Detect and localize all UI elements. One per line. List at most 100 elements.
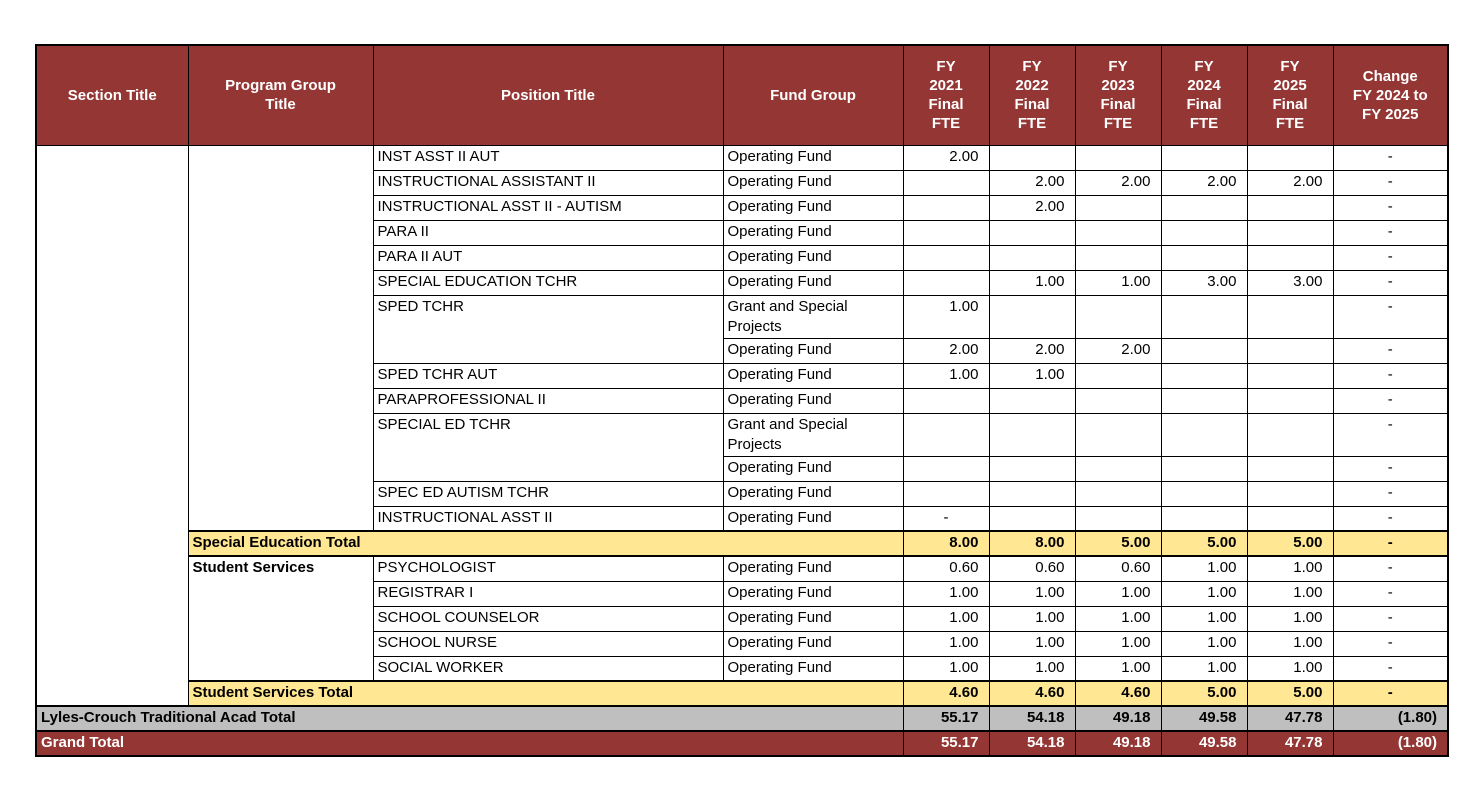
position-fund-row: PARAPROFESSIONAL II Operating Fund - bbox=[36, 387, 1449, 414]
fy2022-fte-cell: 2.00 bbox=[988, 169, 1076, 196]
fy2024-group-total-cell: 5.00 bbox=[1160, 530, 1248, 557]
fy2023-fte-cell: 1.00 bbox=[1074, 605, 1162, 632]
change-grand-total-cell: (1.80) bbox=[1332, 730, 1449, 757]
school-total-row: Lyles-Crouch Traditional Acad Total 55.17… bbox=[35, 705, 1449, 732]
fy2023-fte-cell: 1.00 bbox=[1074, 269, 1162, 296]
fund-group-cell: Operating Fund bbox=[722, 219, 904, 246]
position-title-cell: INSTRUCTIONAL ASST II bbox=[372, 505, 724, 532]
fy2022-fte-cell: 1.00 bbox=[988, 362, 1076, 389]
column-header-3: Fund Group bbox=[722, 44, 904, 146]
position-title-cell: PARA II bbox=[372, 219, 724, 246]
fy2021-fte-cell bbox=[902, 269, 990, 296]
position-title-cell: SPECIAL ED TCHR bbox=[372, 412, 724, 482]
fund-group-cell: Grant and Special Projects bbox=[722, 412, 904, 457]
position-title-cell: PARA II AUT bbox=[372, 244, 724, 271]
fy2022-fte-cell bbox=[988, 455, 1076, 482]
program-group-total-row: Student Services Total 4.60 4.60 4.60 5.00 5.… bbox=[36, 680, 1449, 707]
position-title-cell: SCHOOL NURSE bbox=[372, 630, 724, 657]
fy2025-fte-cell bbox=[1246, 387, 1334, 414]
group-total-label: Student Services Total bbox=[187, 680, 904, 707]
position-fund-row: INSTRUCTIONAL ASSISTANT II Operating Fund… bbox=[36, 169, 1449, 196]
fy2025-fte-cell bbox=[1246, 194, 1334, 221]
change-cell: - bbox=[1332, 362, 1449, 389]
position-fund-row: INST ASST II AUT Operating Fund 2.00- bbox=[35, 144, 1449, 707]
fund-group-cell: Grant and Special Projects bbox=[722, 294, 904, 339]
fy2022-fte-cell: 1.00 bbox=[988, 655, 1076, 682]
fund-group-cell: Operating Fund bbox=[722, 194, 904, 221]
position-title-cell: SPED TCHR bbox=[372, 294, 724, 364]
fy2023-fte-cell: 1.00 bbox=[1074, 655, 1162, 682]
position-fund-row: INSTRUCTIONAL ASST II Operating Fund - - bbox=[36, 505, 1449, 532]
position-title-cell: PSYCHOLOGIST bbox=[372, 555, 724, 582]
fy2021-fte-cell bbox=[902, 480, 990, 507]
position-title-cell: REGISTRAR I bbox=[372, 580, 724, 607]
fy2021-fte-cell bbox=[902, 244, 990, 271]
position-fund-row: SOCIAL WORKER Operating Fund 1.00 1.00 1.00 1… bbox=[36, 655, 1449, 682]
change-cell: - bbox=[1332, 387, 1449, 414]
change-cell: - bbox=[1332, 605, 1449, 632]
position-fund-row: SPECIAL EDUCATION TCHR Operating Fund 1.00… bbox=[36, 269, 1449, 296]
position-fund-row: SPED TCHR Grant and Special Projects 1.00 - bbox=[36, 294, 1449, 364]
fy2022-fte-cell bbox=[988, 505, 1076, 532]
fy2021-fte-cell: 1.00 bbox=[902, 294, 990, 339]
fy2024-fte-cell bbox=[1160, 362, 1248, 389]
position-fund-row: SPED TCHR AUT Operating Fund 1.00 1.00- bbox=[36, 362, 1449, 389]
fy2024-fte-cell: 1.00 bbox=[1160, 655, 1248, 682]
fy2022-fte-cell: 1.00 bbox=[988, 580, 1076, 607]
fy2022-school-total-cell: 54.18 bbox=[988, 705, 1076, 732]
fy2024-fte-cell bbox=[1160, 294, 1248, 339]
fy2024-fte-cell bbox=[1160, 194, 1248, 221]
fte-table: Section Title Program Group Title Position… bbox=[35, 44, 1449, 757]
fy2025-fte-cell: 1.00 bbox=[1246, 655, 1334, 682]
grand-total-label: Grand Total bbox=[35, 730, 904, 757]
change-school-total-cell: (1.80) bbox=[1332, 705, 1449, 732]
fy2022-fte-cell bbox=[988, 244, 1076, 271]
fy2025-fte-cell: 1.00 bbox=[1246, 580, 1334, 607]
school-total-label: Lyles-Crouch Traditional Acad Total bbox=[35, 705, 904, 732]
fy2021-school-total-cell: 55.17 bbox=[902, 705, 990, 732]
fy2025-fte-cell bbox=[1246, 219, 1334, 246]
fund-group-cell: Operating Fund bbox=[722, 455, 904, 482]
fy2022-fte-cell: 2.00 bbox=[988, 337, 1076, 364]
change-cell: - bbox=[1332, 169, 1449, 196]
program-group-title-cell bbox=[187, 144, 374, 532]
change-group-total-cell: - bbox=[1332, 680, 1449, 707]
fy2021-fte-cell bbox=[902, 219, 990, 246]
fy2024-fte-cell: 1.00 bbox=[1160, 630, 1248, 657]
change-cell: - bbox=[1332, 144, 1449, 171]
fy2022-fte-cell bbox=[988, 294, 1076, 339]
fy2023-fte-cell: 1.00 bbox=[1074, 580, 1162, 607]
fy2025-fte-cell bbox=[1246, 505, 1334, 532]
fy2024-fte-cell bbox=[1160, 144, 1248, 171]
fy2022-fte-cell bbox=[988, 480, 1076, 507]
fund-group-cell: Operating Fund bbox=[722, 655, 904, 682]
column-header-6: FY 2023 Final FTE bbox=[1074, 44, 1162, 146]
change-cell: - bbox=[1332, 337, 1449, 364]
position-title-cell: INST ASST II AUT bbox=[372, 144, 724, 171]
fy2021-fte-cell: 2.00 bbox=[902, 337, 990, 364]
position-title-cell: SPEC ED AUTISM TCHR bbox=[372, 480, 724, 507]
change-cell: - bbox=[1332, 412, 1449, 457]
fund-group-cell: Operating Fund bbox=[722, 362, 904, 389]
position-fund-row: Operating Fund 2.00 2.00 2.00- bbox=[36, 337, 1449, 364]
fy2023-school-total-cell: 49.18 bbox=[1074, 705, 1162, 732]
fund-group-cell: Operating Fund bbox=[722, 480, 904, 507]
fy2024-fte-cell: 1.00 bbox=[1160, 605, 1248, 632]
fy2023-fte-cell: 1.00 bbox=[1074, 630, 1162, 657]
fy2022-fte-cell: 2.00 bbox=[988, 194, 1076, 221]
change-cell: - bbox=[1332, 630, 1449, 657]
fy2022-group-total-cell: 8.00 bbox=[988, 530, 1076, 557]
fy2021-fte-cell: 1.00 bbox=[902, 630, 990, 657]
fy2024-fte-cell: 1.00 bbox=[1160, 555, 1248, 582]
fy2022-fte-cell: 1.00 bbox=[988, 605, 1076, 632]
column-header-2: Position Title bbox=[372, 44, 724, 146]
change-cell: - bbox=[1332, 505, 1449, 532]
position-title-cell: INSTRUCTIONAL ASSISTANT II bbox=[372, 169, 724, 196]
fy2025-fte-cell: 3.00 bbox=[1246, 269, 1334, 296]
fy2024-fte-cell: 3.00 bbox=[1160, 269, 1248, 296]
fy2021-grand-total-cell: 55.17 bbox=[902, 730, 990, 757]
fy2021-fte-cell bbox=[902, 169, 990, 196]
fy2023-fte-cell: 0.60 bbox=[1074, 555, 1162, 582]
fy2023-fte-cell bbox=[1074, 412, 1162, 457]
